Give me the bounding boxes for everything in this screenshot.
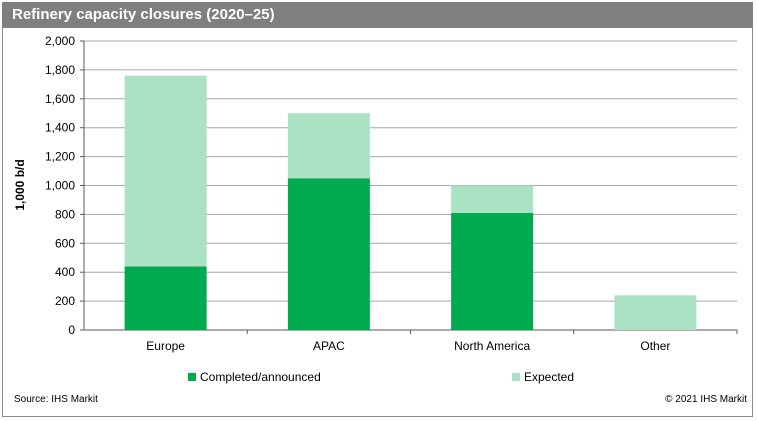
source-note: Source: IHS Markit bbox=[14, 394, 98, 405]
y-tick-label: 0 bbox=[68, 323, 75, 337]
title-bar: Refinery capacity closures (2020–25) bbox=[2, 2, 753, 28]
bar-completed-apac bbox=[287, 178, 370, 330]
legend-label: Completed/announced bbox=[200, 370, 321, 384]
bar-expected-north-america bbox=[451, 185, 534, 213]
y-axis-label: 1,000 b/d bbox=[13, 159, 27, 210]
x-tick-label: Europe bbox=[146, 339, 185, 353]
x-tick-label: North America bbox=[454, 339, 530, 353]
y-tick-label: 1,200 bbox=[45, 150, 75, 164]
bar-expected-other bbox=[614, 295, 697, 330]
y-tick-label: 1,000 bbox=[45, 179, 75, 193]
y-tick-label: 800 bbox=[55, 207, 75, 221]
y-tick-label: 200 bbox=[55, 294, 75, 308]
y-tick-label: 2,000 bbox=[45, 34, 75, 48]
legend-swatch-expected bbox=[512, 373, 520, 381]
y-tick-label: 1,400 bbox=[45, 121, 75, 135]
copyright-note: © 2021 IHS Markit bbox=[665, 394, 747, 405]
bar-expected-europe bbox=[124, 75, 207, 267]
bar-expected-apac bbox=[287, 113, 370, 179]
chart-title: Refinery capacity closures (2020–25) bbox=[12, 6, 275, 23]
y-tick-label: 1,800 bbox=[45, 63, 75, 77]
legend-swatch-completed bbox=[188, 373, 196, 381]
y-tick-label: 400 bbox=[55, 265, 75, 279]
bar-completed-europe bbox=[124, 266, 207, 330]
legend-label: Expected bbox=[524, 370, 574, 384]
x-tick-label: Other bbox=[640, 339, 670, 353]
y-tick-label: 600 bbox=[55, 236, 75, 250]
x-tick-label: APAC bbox=[313, 339, 345, 353]
y-tick-label: 1,600 bbox=[45, 92, 75, 106]
bar-completed-north-america bbox=[451, 212, 534, 330]
